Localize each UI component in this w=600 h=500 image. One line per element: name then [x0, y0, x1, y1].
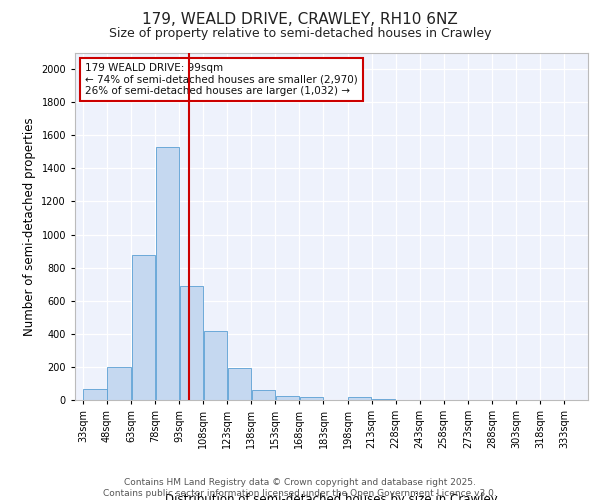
Bar — [348, 396, 371, 400]
Text: 179, WEALD DRIVE, CRAWLEY, RH10 6NZ: 179, WEALD DRIVE, CRAWLEY, RH10 6NZ — [142, 12, 458, 28]
Bar — [83, 389, 107, 400]
Bar — [227, 368, 251, 400]
Bar — [276, 396, 299, 400]
Y-axis label: Number of semi-detached properties: Number of semi-detached properties — [23, 117, 36, 336]
Text: Contains HM Land Registry data © Crown copyright and database right 2025.
Contai: Contains HM Land Registry data © Crown c… — [103, 478, 497, 498]
Bar — [372, 399, 395, 400]
Text: 179 WEALD DRIVE: 99sqm
← 74% of semi-detached houses are smaller (2,970)
26% of : 179 WEALD DRIVE: 99sqm ← 74% of semi-det… — [85, 63, 358, 96]
Bar — [155, 147, 179, 400]
Text: Size of property relative to semi-detached houses in Crawley: Size of property relative to semi-detach… — [109, 28, 491, 40]
Bar — [252, 390, 275, 400]
Bar — [203, 332, 227, 400]
Bar — [131, 255, 155, 400]
Bar — [179, 286, 203, 400]
Bar — [107, 367, 131, 400]
X-axis label: Distribution of semi-detached houses by size in Crawley: Distribution of semi-detached houses by … — [165, 493, 498, 500]
Bar — [300, 396, 323, 400]
